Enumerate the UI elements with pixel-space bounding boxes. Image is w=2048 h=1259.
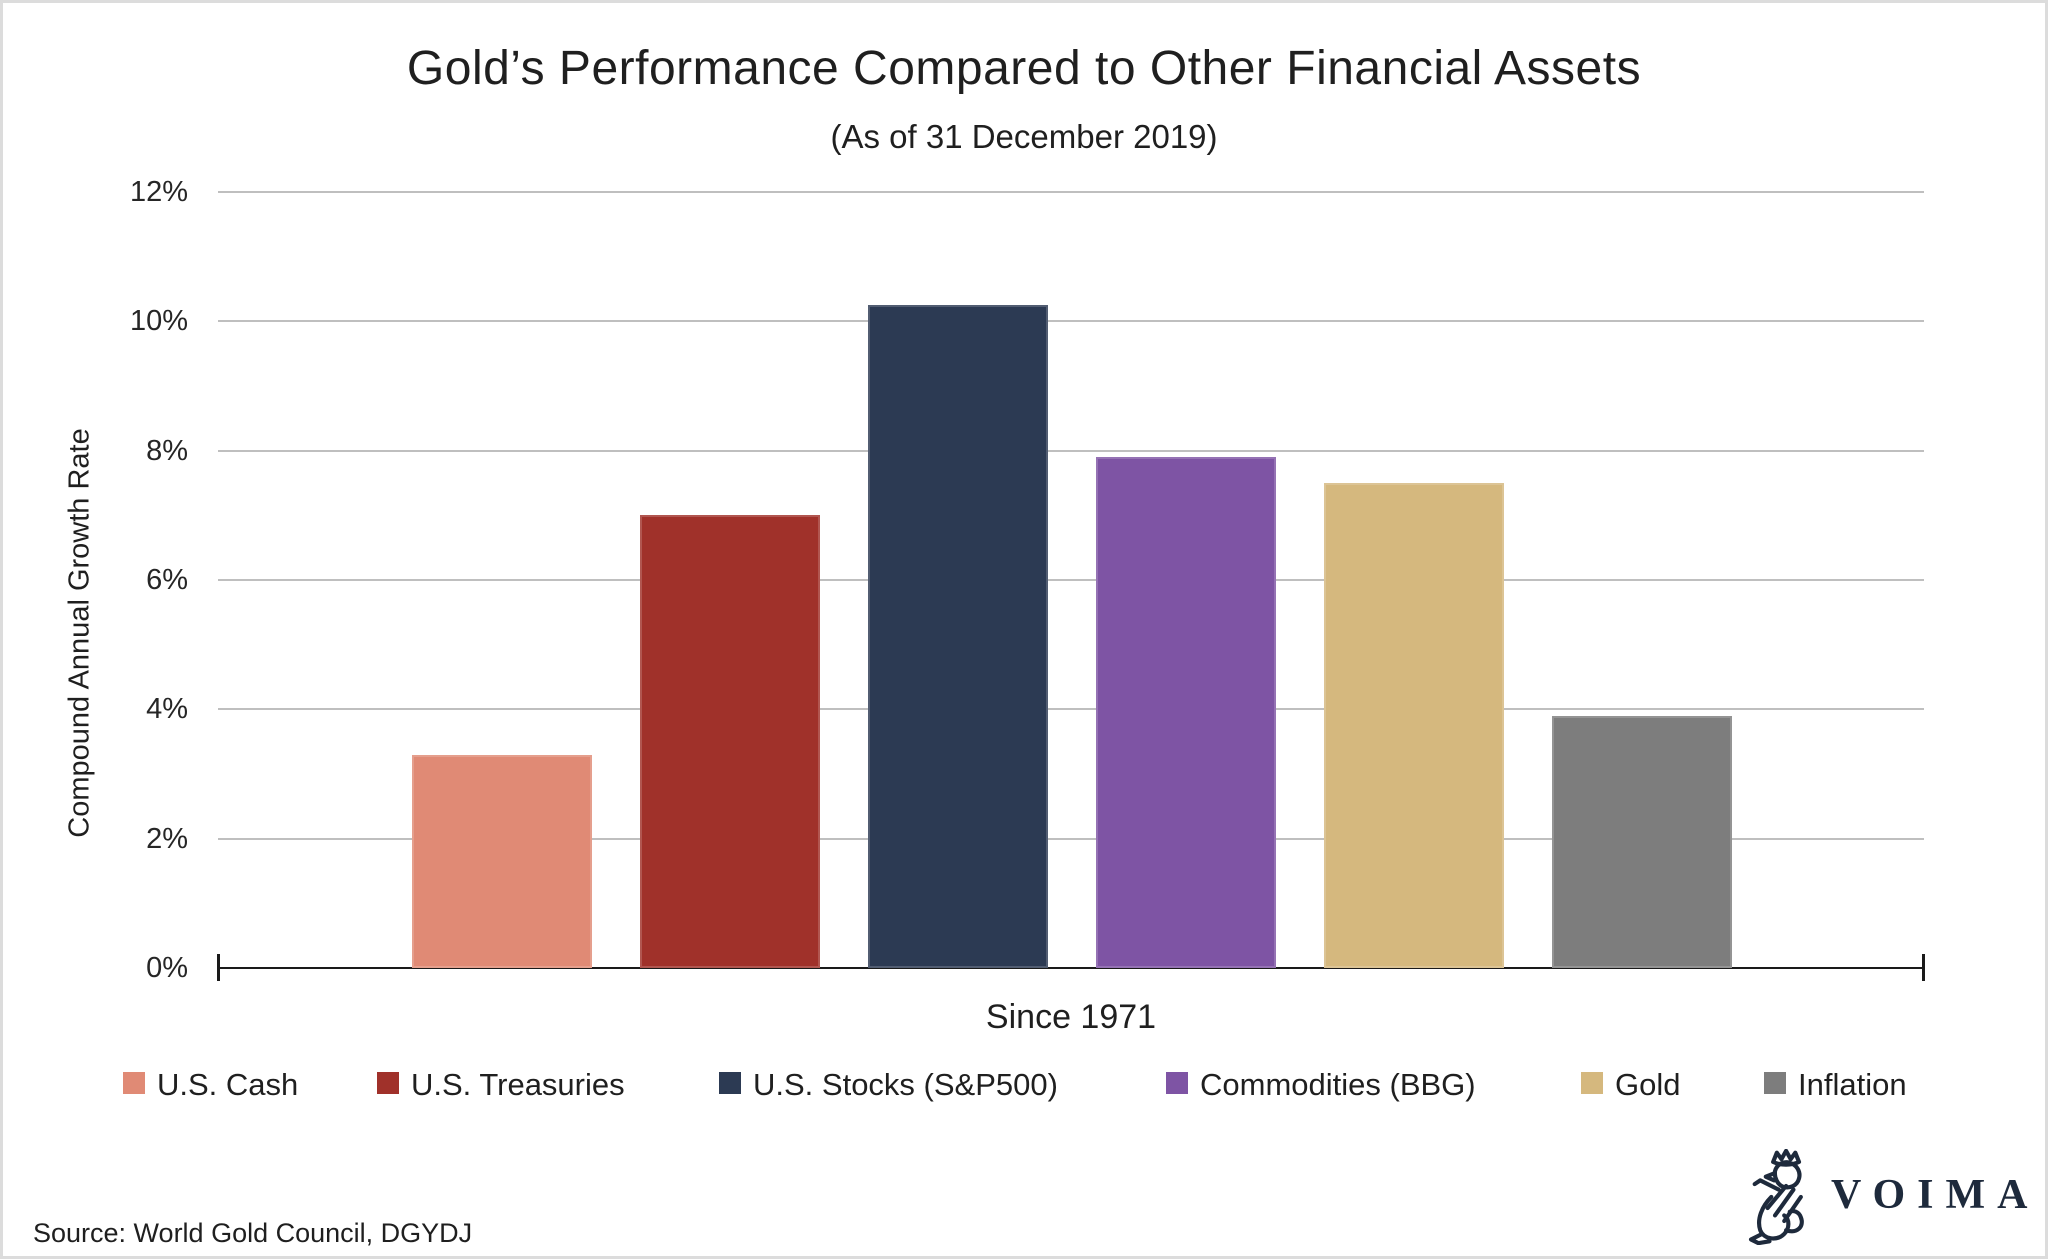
legend-swatch [1581, 1072, 1603, 1094]
y-tick-label: 12% [129, 176, 188, 208]
gridline [218, 837, 1924, 840]
legend-swatch [1166, 1072, 1188, 1094]
y-axis-title: Compound Annual Growth Rate [63, 428, 96, 838]
legend-label: U.S. Cash [157, 1067, 299, 1102]
voima-lion-icon [1748, 1149, 1804, 1245]
x-axis-left-tick [217, 954, 220, 981]
chart-title: Gold’s Performance Compared to Other Fin… [406, 42, 1642, 95]
bar [1096, 457, 1276, 968]
source-text: Source: World Gold Council, DGYDJ [33, 1218, 473, 1248]
gridline [218, 449, 1924, 452]
legend-label: Gold [1615, 1067, 1681, 1102]
legend-label: U.S. Treasuries [411, 1067, 625, 1102]
bar [1324, 483, 1504, 968]
legend-label: Inflation [1798, 1067, 1907, 1102]
legend-swatch [1764, 1072, 1786, 1094]
y-tick-label: 6% [146, 564, 188, 596]
legend-swatch [377, 1072, 399, 1094]
x-axis-line [218, 967, 1924, 969]
chart-subtitle: (As of 31 December 2019) [830, 118, 1218, 155]
legend-label: U.S. Stocks (S&P500) [753, 1067, 1058, 1102]
gridline [218, 320, 1924, 323]
voima-wordmark: VOIMA [1831, 1172, 2040, 1218]
y-tick-label: 4% [146, 693, 188, 726]
legend-label: Commodities (BBG) [1200, 1067, 1476, 1102]
legend-swatch [719, 1072, 741, 1094]
voima-logo: VOIMA [1733, 1143, 2027, 1253]
bar [412, 754, 592, 968]
x-axis-label: Since 1971 [985, 998, 1157, 1036]
gridline [218, 191, 1924, 193]
y-tick-label: 0% [146, 952, 188, 984]
y-tick-label: 8% [146, 434, 188, 467]
gridline [218, 579, 1924, 581]
x-axis-right-tick [1922, 954, 1925, 981]
y-tick-label: 2% [146, 822, 188, 855]
bar [640, 515, 820, 968]
gridline [218, 708, 1924, 711]
bar [868, 305, 1048, 968]
y-tick-label: 10% [129, 305, 188, 338]
legend-swatch [123, 1072, 145, 1094]
bar [1552, 715, 1732, 968]
